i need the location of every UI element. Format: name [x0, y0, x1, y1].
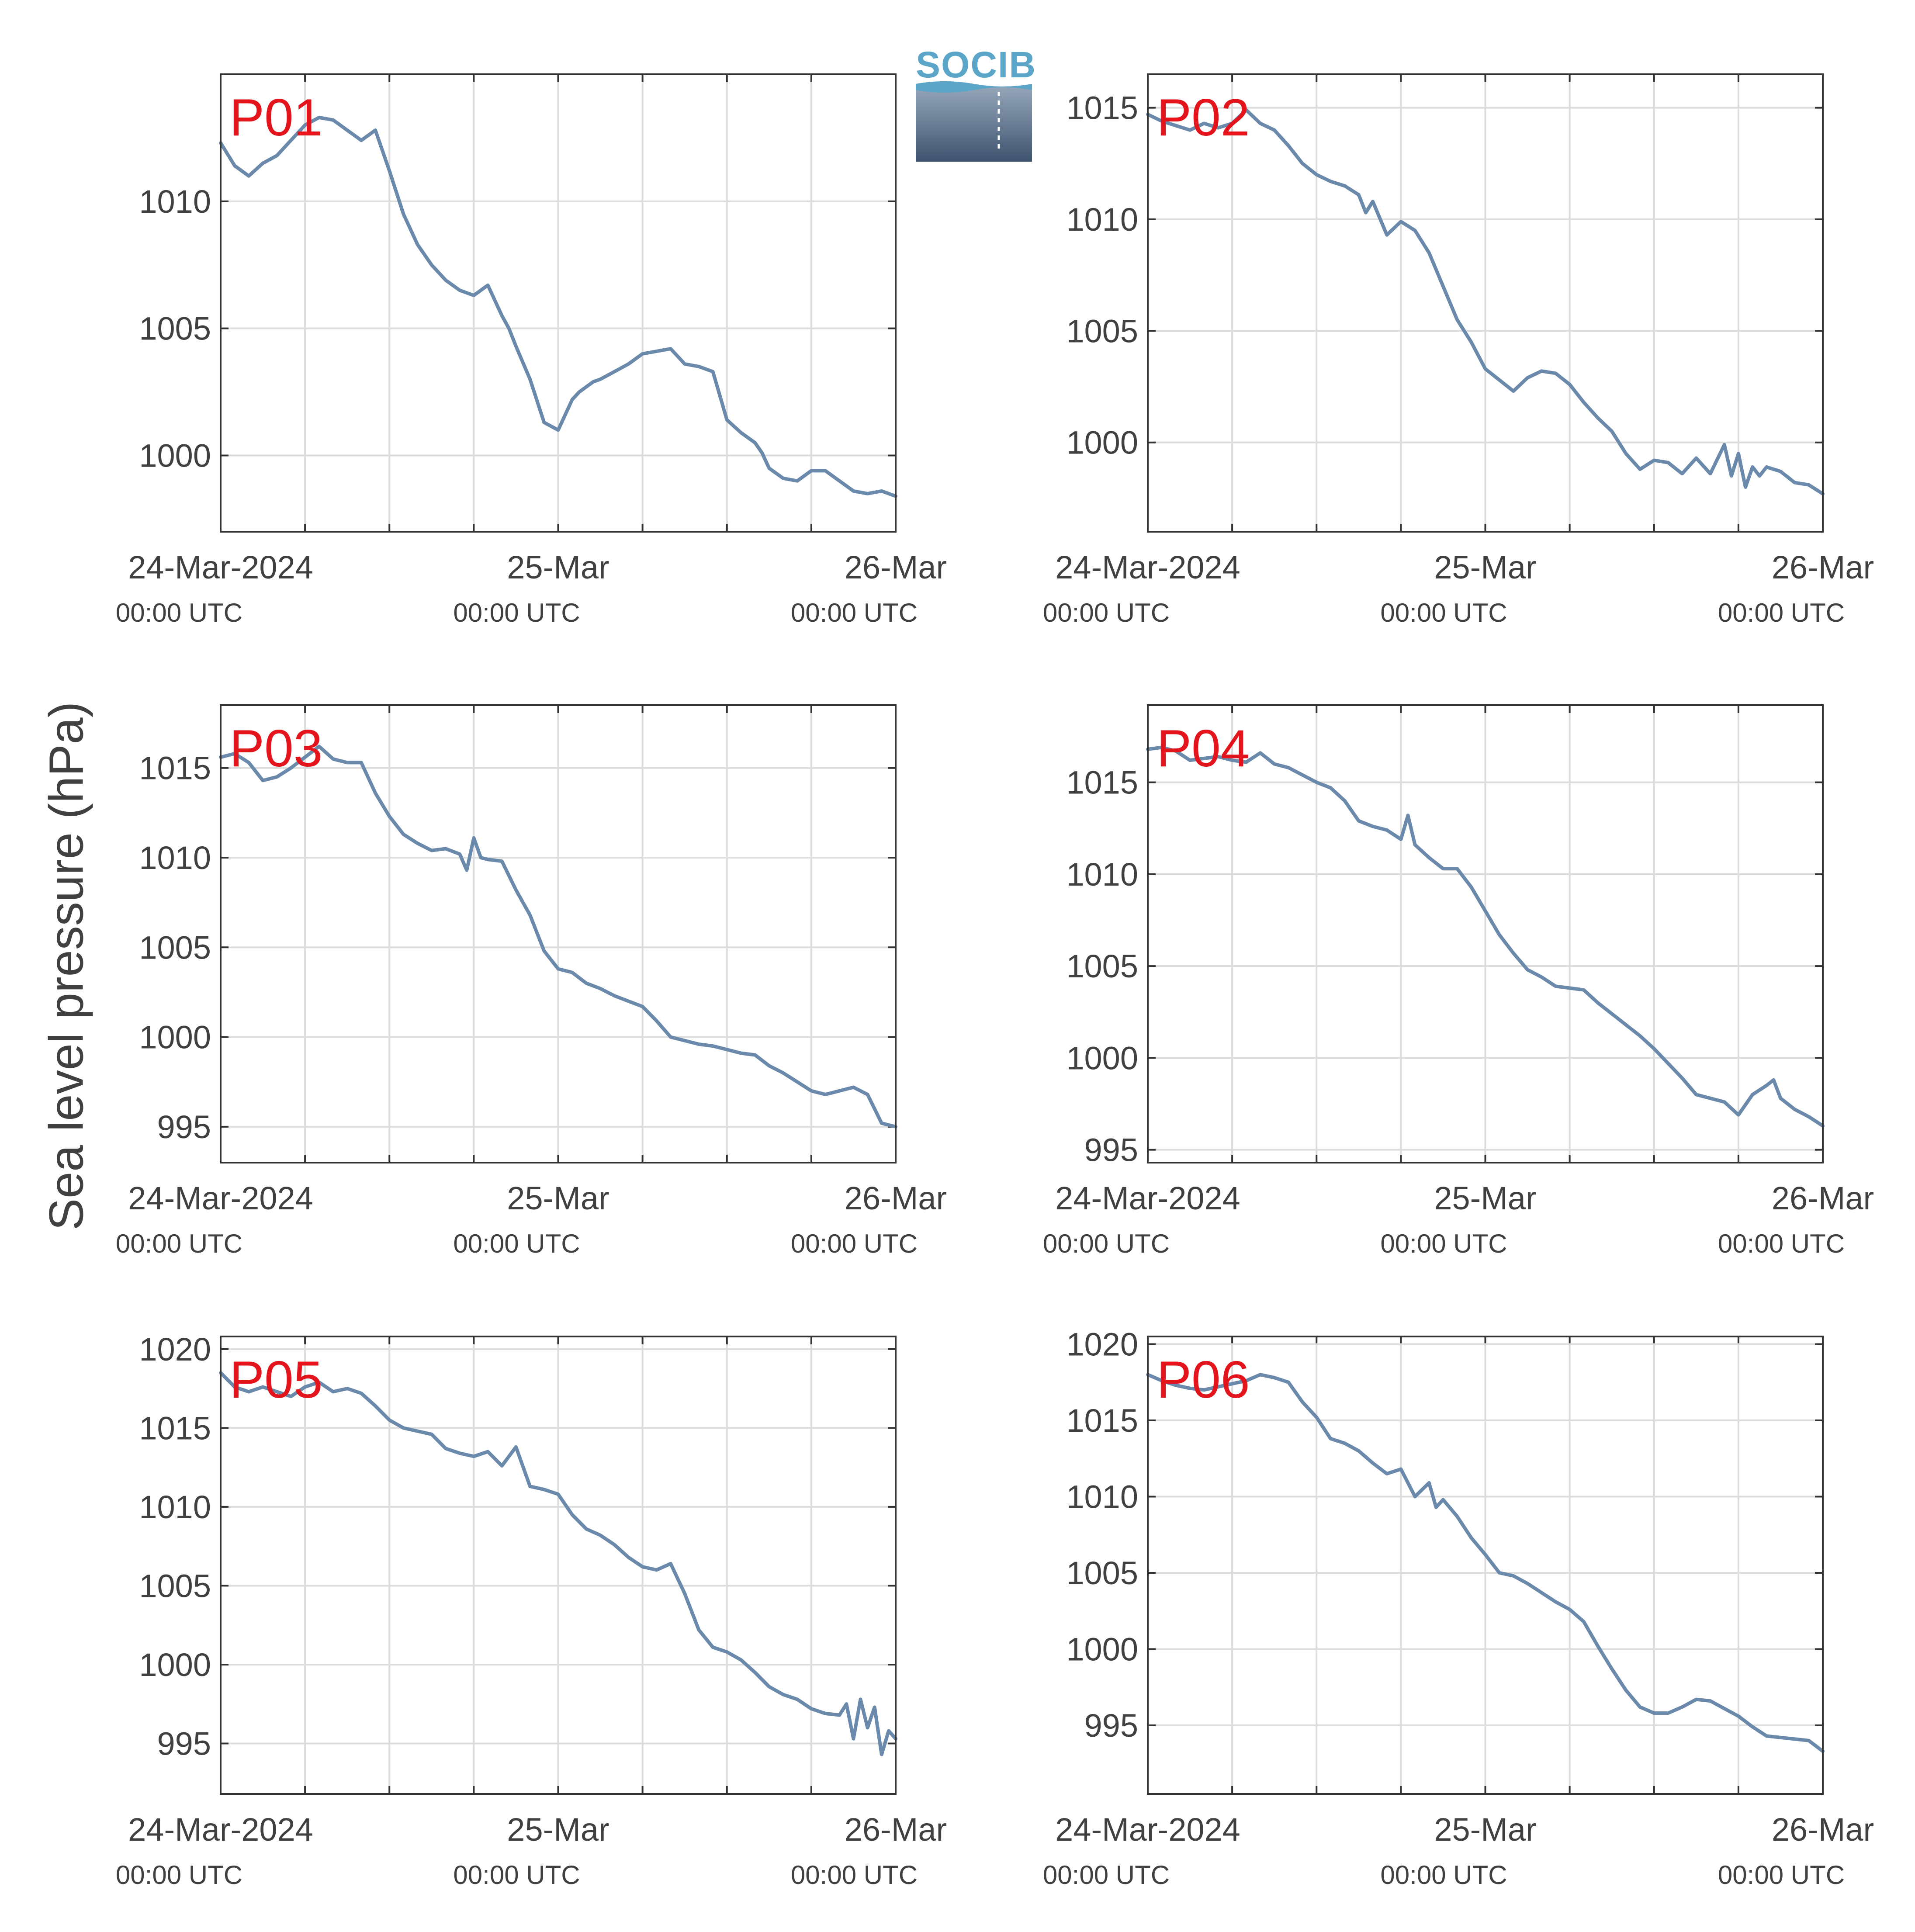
series-line — [1146, 1373, 1825, 1753]
chart-panel-4: 995 1000 1005 1010 1015 24-Mar-2024 00:00 UTC 2… — [1043, 704, 1874, 1258]
y-tick-label: 1010 — [139, 840, 211, 876]
y-tick-label: 1000 — [139, 1019, 211, 1056]
y-tick-label: 1005 — [1066, 1555, 1138, 1591]
x-tick-label-date: 24-Mar-2024 — [1055, 1180, 1240, 1216]
x-tick-label-date: 26-Mar — [845, 1811, 947, 1848]
x-tick-label-time: 00:00 UTC — [791, 1860, 918, 1890]
y-tick-label: 1015 — [139, 1410, 211, 1446]
x-tick-label-date: 25-Mar — [1434, 1180, 1536, 1216]
y-tick-label: 995 — [1084, 1132, 1138, 1168]
x-tick-label-time: 00:00 UTC — [116, 598, 242, 627]
y-tick-label: 1015 — [1066, 1402, 1138, 1439]
panel-label: P03 — [229, 719, 323, 778]
y-tick-label: 1005 — [139, 1568, 211, 1604]
x-tick-label-date: 25-Mar — [507, 549, 609, 585]
y-tick-label: 1005 — [139, 929, 211, 966]
series-line — [219, 1371, 897, 1756]
x-tick-label-date: 25-Mar — [1434, 549, 1536, 585]
y-tick-label: 1000 — [1066, 425, 1138, 461]
y-axis-title: Sea level pressure (hPa) — [39, 701, 93, 1231]
x-tick-label-time: 00:00 UTC — [453, 1860, 580, 1890]
y-tick-label: 1000 — [139, 1647, 211, 1683]
x-tick-label-time: 00:00 UTC — [1380, 598, 1507, 627]
y-tick-label: 1015 — [1066, 765, 1138, 801]
y-tick-label: 1020 — [1066, 1326, 1138, 1362]
x-tick-label-time: 00:00 UTC — [453, 598, 580, 627]
x-tick-label-date: 24-Mar-2024 — [128, 549, 313, 585]
x-tick-label-time: 00:00 UTC — [453, 1229, 580, 1258]
x-tick-label-date: 26-Mar — [1772, 1811, 1874, 1848]
chart-panel-6: 995 1000 1005 1010 1015 1020 24-Mar-2024 00:00 … — [1043, 1326, 1874, 1890]
chart-panel-2: 1000 1005 1010 1015 24-Mar-2024 00:00 UTC 25-M… — [1043, 73, 1874, 627]
axes-frame — [1147, 704, 1824, 1163]
panel-label: P04 — [1157, 719, 1250, 778]
series-line — [219, 115, 897, 498]
logo-wave-icon — [916, 81, 1032, 162]
x-tick-label-date: 24-Mar-2024 — [1055, 549, 1240, 585]
chart-panel-1: 1000 1005 1010 24-Mar-2024 00:00 UTC 25-Mar 00… — [116, 73, 947, 627]
x-tick-label-time: 00:00 UTC — [116, 1229, 242, 1258]
chart-panel-3: 995 1000 1005 1010 1015 24-Mar-2024 00:00 UTC 2… — [116, 704, 947, 1258]
x-tick-label-time: 00:00 UTC — [1718, 1229, 1845, 1258]
x-tick-label-time: 00:00 UTC — [1043, 1860, 1170, 1890]
axes-frame — [220, 704, 897, 1163]
axes-frame — [1147, 1336, 1824, 1795]
x-tick-label-date: 24-Mar-2024 — [128, 1811, 313, 1848]
y-tick-label: 995 — [157, 1725, 211, 1762]
series-line — [1146, 745, 1825, 1128]
axes-frame — [1147, 73, 1824, 533]
y-tick-label: 1000 — [139, 438, 211, 474]
y-tick-label: 1015 — [1066, 90, 1138, 126]
x-tick-label-date: 24-Mar-2024 — [1055, 1811, 1240, 1848]
y-tick-label: 1010 — [139, 1489, 211, 1525]
panel-label: P02 — [1157, 88, 1250, 147]
y-tick-label: 1010 — [1066, 201, 1138, 238]
y-tick-label: 1010 — [139, 184, 211, 220]
x-tick-label-date: 26-Mar — [845, 1180, 947, 1216]
axes-frame — [220, 1336, 897, 1795]
y-tick-label: 1010 — [1066, 856, 1138, 893]
panel-label: P01 — [229, 88, 323, 147]
x-tick-label-time: 00:00 UTC — [1718, 598, 1845, 627]
x-tick-label-date: 25-Mar — [507, 1180, 609, 1216]
y-tick-label: 995 — [157, 1109, 211, 1145]
x-tick-label-date: 26-Mar — [1772, 549, 1874, 585]
y-tick-label: 1005 — [139, 311, 211, 347]
y-tick-label: 1020 — [139, 1331, 211, 1368]
socib-logo: SOCIB — [916, 44, 1037, 162]
y-tick-label: 1010 — [1066, 1478, 1138, 1515]
logo-wordmark: SOCIB — [916, 44, 1037, 85]
x-tick-label-date: 25-Mar — [507, 1811, 609, 1848]
x-tick-label-time: 00:00 UTC — [1043, 1229, 1170, 1258]
y-tick-label: 1005 — [1066, 948, 1138, 984]
chart-panel-5: 995 1000 1005 1010 1015 1020 24-Mar-2024 00:00 … — [116, 1331, 947, 1890]
axes-frame — [220, 73, 897, 533]
y-tick-label: 995 — [1084, 1707, 1138, 1744]
y-tick-label: 1015 — [139, 750, 211, 786]
panel-label: P06 — [1157, 1350, 1250, 1409]
x-tick-label-time: 00:00 UTC — [1380, 1229, 1507, 1258]
panel-label: P05 — [229, 1350, 323, 1409]
x-tick-label-time: 00:00 UTC — [116, 1860, 242, 1890]
y-tick-label: 1005 — [1066, 313, 1138, 349]
x-tick-label-time: 00:00 UTC — [1718, 1860, 1845, 1890]
x-tick-label-time: 00:00 UTC — [1043, 598, 1170, 627]
x-tick-label-date: 25-Mar — [1434, 1811, 1536, 1848]
x-tick-label-time: 00:00 UTC — [791, 1229, 918, 1258]
series-line — [219, 744, 897, 1129]
y-tick-label: 1000 — [1066, 1040, 1138, 1076]
x-tick-label-time: 00:00 UTC — [791, 598, 918, 627]
x-tick-label-date: 26-Mar — [845, 549, 947, 585]
x-tick-label-date: 26-Mar — [1772, 1180, 1874, 1216]
x-tick-label-date: 24-Mar-2024 — [128, 1180, 313, 1216]
series-line — [1146, 108, 1825, 496]
y-tick-label: 1000 — [1066, 1631, 1138, 1667]
x-tick-label-time: 00:00 UTC — [1380, 1860, 1507, 1890]
